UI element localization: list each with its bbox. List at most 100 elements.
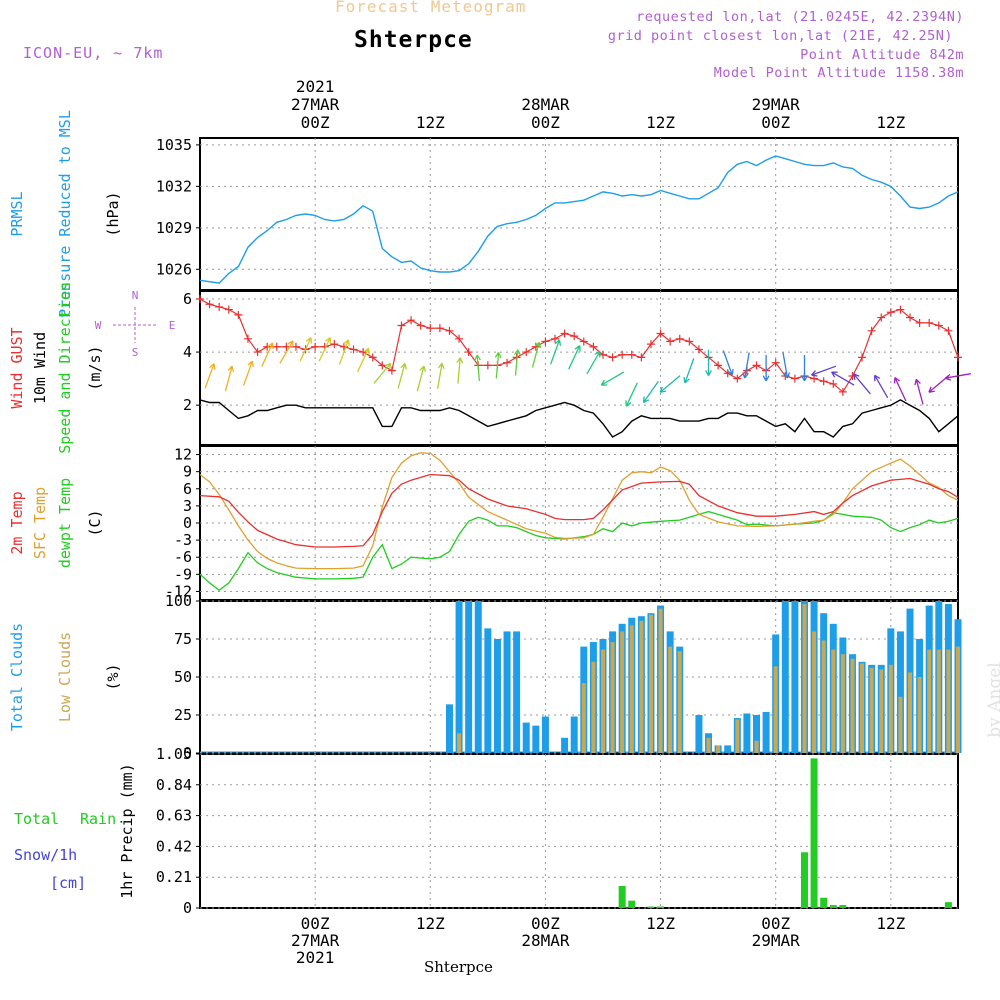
panel-label-wind: 10m Wind bbox=[31, 332, 49, 404]
gust-marker bbox=[628, 351, 636, 359]
model-point-altitude: Model Point Altitude 1158.38m bbox=[714, 65, 964, 81]
y-tick-label: 0 bbox=[183, 514, 192, 532]
y-tick-label: 0 bbox=[183, 899, 192, 917]
gust-marker bbox=[254, 348, 262, 356]
low-cloud-bar bbox=[716, 745, 720, 753]
low-cloud-bar bbox=[860, 663, 864, 753]
panel-label-temp: (C) bbox=[86, 509, 104, 536]
low-cloud-bar bbox=[898, 697, 902, 753]
low-cloud-bar bbox=[620, 631, 624, 753]
y-tick-label: 1026 bbox=[156, 260, 192, 278]
top-axis-date: 27MAR bbox=[291, 95, 340, 114]
wind-direction-arrow bbox=[783, 353, 789, 379]
panel-label-pressure: PRMSL bbox=[8, 191, 26, 236]
total-cloud-bar bbox=[763, 712, 770, 753]
gust-marker bbox=[436, 324, 444, 332]
author-credit: by Angel bbox=[985, 662, 1000, 738]
y-tick-label: -9 bbox=[174, 565, 192, 583]
wind-direction-arrow bbox=[660, 376, 680, 393]
gust-marker bbox=[935, 322, 943, 330]
wind-direction-arrow bbox=[915, 379, 923, 404]
y-tick-label: 3 bbox=[183, 497, 192, 515]
y-tick-label: 0.21 bbox=[156, 868, 192, 886]
rain-bar bbox=[628, 901, 635, 908]
rain-bar bbox=[657, 907, 664, 908]
temp-2m-line bbox=[200, 475, 958, 548]
wind-direction-arrow bbox=[398, 363, 406, 388]
wind-direction-arrow bbox=[225, 366, 233, 391]
gust-marker bbox=[925, 319, 933, 327]
y-tick-label: 1.05 bbox=[156, 745, 192, 763]
point-altitude: Point Altitude 842m bbox=[800, 47, 964, 63]
panel-label-temp: 2m Temp bbox=[8, 491, 26, 554]
total-cloud-bar bbox=[695, 715, 702, 753]
total-cloud-bar bbox=[465, 601, 472, 753]
total-cloud-bar bbox=[724, 745, 731, 753]
wind-direction-arrow bbox=[515, 350, 521, 376]
y-tick-label: 1035 bbox=[156, 136, 192, 154]
wind-direction-arrow bbox=[644, 381, 659, 402]
wind-direction-arrow bbox=[626, 383, 637, 407]
wind-direction-arrow bbox=[569, 346, 580, 370]
legend-snow: Snow/1h bbox=[14, 846, 77, 864]
panel-label-clouds: Total Clouds bbox=[8, 623, 26, 731]
gust-marker bbox=[580, 337, 588, 345]
top-axis-hour: 12Z bbox=[416, 113, 445, 132]
gust-marker bbox=[417, 322, 425, 330]
rain-bar bbox=[811, 758, 818, 908]
y-tick-label: 6 bbox=[183, 480, 192, 498]
wind-direction-arrow bbox=[587, 351, 600, 374]
total-cloud-bar bbox=[475, 601, 482, 753]
gust-marker bbox=[234, 311, 242, 319]
rain-bar bbox=[619, 886, 626, 908]
rain-bar bbox=[820, 898, 827, 908]
top-axis-hour: 12Z bbox=[646, 113, 675, 132]
gust-marker bbox=[311, 343, 319, 351]
low-cloud-bar bbox=[639, 621, 643, 753]
total-cloud-bar bbox=[456, 601, 463, 753]
low-cloud-bar bbox=[802, 604, 806, 753]
total-cloud-bar bbox=[494, 639, 501, 753]
total-cloud-bar bbox=[523, 723, 530, 753]
gust-marker bbox=[570, 332, 578, 340]
requested-location: requested lon,lat (21.0245E, 42.2394N) bbox=[636, 9, 964, 25]
gust-marker bbox=[244, 335, 252, 343]
panel-label-precip: 1hr Precip (mm) bbox=[118, 763, 136, 898]
rain-bar bbox=[945, 902, 952, 908]
bottom-axis-year: 2021 bbox=[296, 948, 335, 967]
low-cloud-bar bbox=[937, 650, 941, 753]
total-cloud-bar bbox=[542, 717, 549, 753]
wind-direction-arrow bbox=[854, 374, 871, 394]
y-tick-label: 100 bbox=[165, 592, 192, 610]
wind-direction-arrow bbox=[244, 361, 254, 385]
gust-marker bbox=[561, 329, 569, 337]
y-tick-label: 6 bbox=[183, 290, 192, 308]
rain-bar bbox=[830, 905, 837, 908]
wind-direction-arrow bbox=[438, 363, 444, 389]
bottom-axis-hour: 12Z bbox=[416, 914, 445, 933]
y-tick-label: -3 bbox=[174, 531, 192, 549]
low-cloud-bar bbox=[927, 650, 931, 753]
panel-label-wind: Wind GUST bbox=[8, 327, 26, 408]
gust-marker bbox=[868, 327, 876, 335]
total-cloud-bar bbox=[484, 628, 491, 753]
legend-rain-word: Rain bbox=[80, 810, 116, 828]
total-cloud-bar bbox=[446, 704, 453, 753]
wind-direction-arrow bbox=[802, 355, 808, 381]
meteogram: 1026102910321035PRMSL Pressure Reduced to… bbox=[0, 0, 1000, 1000]
rain-bar bbox=[647, 907, 654, 908]
gust-marker bbox=[820, 377, 828, 385]
wind-direction-arrow bbox=[895, 378, 906, 402]
gust-marker bbox=[273, 343, 281, 351]
top-axis-hour: 00Z bbox=[531, 113, 560, 132]
total-cloud-bar bbox=[571, 717, 578, 753]
rain-bar bbox=[839, 905, 846, 908]
low-cloud-bar bbox=[649, 615, 653, 753]
low-cloud-bar bbox=[908, 672, 912, 753]
wind-direction-arrow bbox=[763, 355, 769, 381]
station-name: Shterpce bbox=[354, 27, 473, 53]
wind-direction-arrow bbox=[475, 355, 481, 381]
wind-direction-arrow bbox=[457, 358, 463, 384]
gust-marker bbox=[887, 308, 895, 316]
grid-point-location: grid point closest lon,lat (21E, 42.25N) bbox=[608, 28, 953, 44]
